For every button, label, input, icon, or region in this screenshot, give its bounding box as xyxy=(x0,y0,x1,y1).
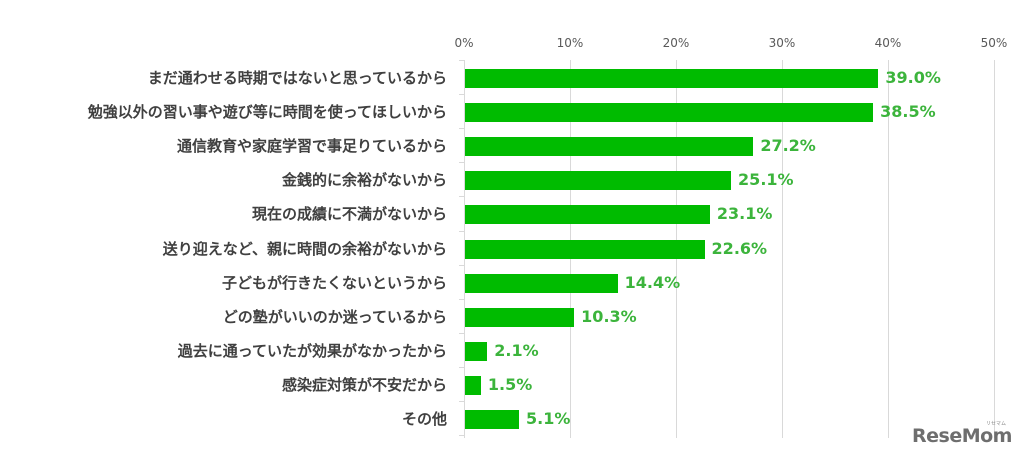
y-axis-tick xyxy=(459,332,464,334)
bar xyxy=(465,69,879,88)
x-tick-label: 20% xyxy=(662,36,690,50)
category-label: 金銭的に余裕がないから xyxy=(281,171,447,190)
x-tick-label: 40% xyxy=(874,36,902,50)
bar xyxy=(465,410,520,429)
value-label: 14.4% xyxy=(624,272,681,292)
value-label: 25.1% xyxy=(738,170,794,190)
y-axis-tick xyxy=(459,298,464,300)
y-axis-tick xyxy=(459,94,464,96)
y-axis-tick xyxy=(459,128,464,130)
resemom-logo: ReseMom xyxy=(912,425,1012,447)
category-label: 感染症対策が不安だから xyxy=(281,375,447,394)
x-tick-label: 50% xyxy=(980,36,1008,50)
category-label: 過去に通っていたが効果がなかったから xyxy=(177,341,447,360)
resemom-logo-subtext: リセマム xyxy=(986,421,1007,427)
bar xyxy=(465,137,754,157)
category-label: 通信教育や家庭学習で事足りているから xyxy=(176,137,447,156)
value-label: 23.1% xyxy=(716,204,773,224)
y-axis-tick xyxy=(459,196,464,198)
bar xyxy=(465,205,710,225)
bar xyxy=(465,341,488,361)
y-axis-tick xyxy=(459,162,464,164)
x-tick-label: 0% xyxy=(454,36,474,50)
value-label: 10.3% xyxy=(581,306,637,326)
value-label: 2.1% xyxy=(494,340,539,360)
gridline xyxy=(888,60,889,438)
y-axis-tick xyxy=(459,230,464,232)
gridline xyxy=(994,60,995,438)
y-axis-line xyxy=(464,60,465,438)
value-label: 27.2% xyxy=(760,136,816,156)
x-tick-label: 10% xyxy=(556,36,584,50)
value-label: 38.5% xyxy=(880,102,936,122)
category-label: その他 xyxy=(401,410,447,428)
bar xyxy=(465,273,618,293)
bar xyxy=(465,239,705,259)
category-label: 現在の成績に不満がないから xyxy=(251,205,447,224)
bar xyxy=(465,171,732,191)
category-label: 送り迎えなど、親に時間の余裕がないから xyxy=(162,239,447,258)
bar xyxy=(465,375,481,395)
category-label: まだ通わせる時期ではないと思っているから xyxy=(147,69,447,87)
value-label: 39.0% xyxy=(885,68,941,87)
gridline xyxy=(782,60,783,438)
value-label: 22.6% xyxy=(711,238,768,258)
category-label: 勉強以外の習い事や遊び等に時間を使ってほしいから xyxy=(87,103,447,122)
y-axis-tick xyxy=(459,366,464,368)
category-label: 子どもが行きたくないというから xyxy=(221,273,447,292)
y-axis-tick xyxy=(459,401,464,402)
category-label: どの塾がいいのか迷っているから xyxy=(222,307,447,326)
bar xyxy=(465,307,575,327)
y-axis-tick xyxy=(459,435,464,437)
y-axis-tick xyxy=(459,264,464,266)
y-axis-tick xyxy=(459,60,464,61)
x-tick-label: 30% xyxy=(768,36,796,50)
bar xyxy=(465,103,874,123)
value-label: 5.1% xyxy=(526,409,571,428)
value-label: 1.5% xyxy=(487,374,533,394)
